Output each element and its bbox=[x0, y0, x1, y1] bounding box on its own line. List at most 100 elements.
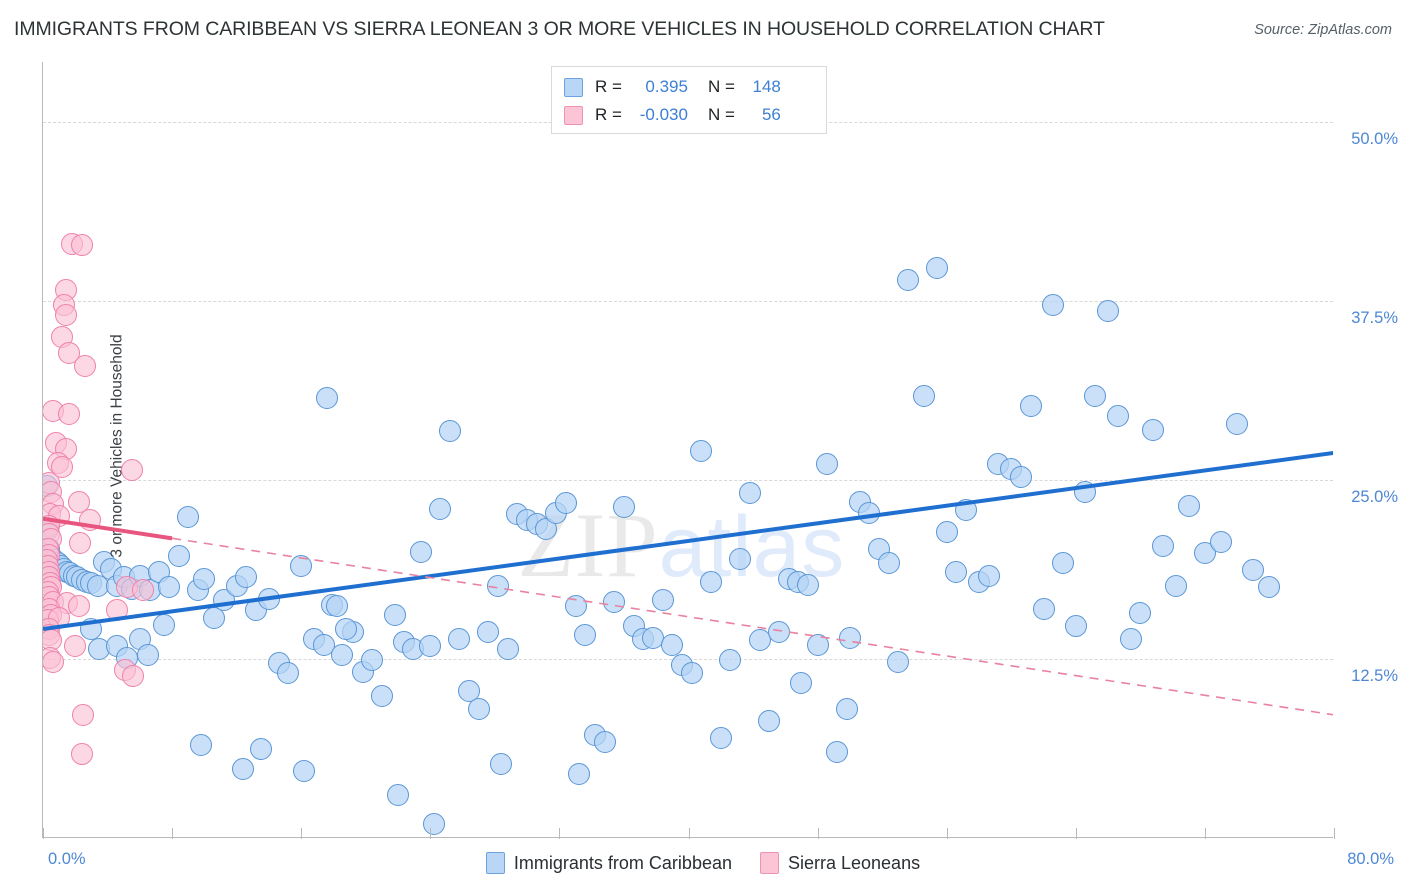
scatter-point bbox=[293, 759, 316, 782]
scatter-point bbox=[496, 638, 519, 660]
scatter-point bbox=[43, 650, 64, 673]
n-value: 148 bbox=[752, 77, 781, 96]
scatter-point bbox=[422, 812, 445, 835]
legend-item-immigrants-from-caribbean[interactable]: Immigrants from Caribbean bbox=[485, 852, 732, 874]
scatter-point bbox=[361, 649, 384, 672]
scatter-point bbox=[316, 387, 339, 410]
stat-swatch-sierra-leonean bbox=[564, 105, 583, 125]
scatter-point bbox=[73, 354, 96, 377]
scatter-point bbox=[1106, 404, 1129, 427]
x-axis-tickmark bbox=[43, 827, 44, 839]
scatter-point bbox=[70, 742, 93, 765]
scatter-point bbox=[790, 672, 813, 695]
x-axis-tickmark bbox=[301, 827, 303, 839]
x-axis-tickmark bbox=[172, 827, 174, 839]
scatter-point bbox=[1019, 394, 1042, 417]
scatter-point bbox=[945, 560, 968, 583]
scatter-point bbox=[290, 554, 313, 577]
scatter-point bbox=[419, 635, 442, 658]
y-axis-tick-label: 37.5% bbox=[1351, 309, 1398, 328]
y-axis-tick-label: 50.0% bbox=[1351, 130, 1398, 149]
x-axis-tickmark bbox=[1204, 827, 1206, 839]
scatter-point bbox=[1032, 597, 1055, 620]
scatter-point bbox=[1258, 576, 1281, 599]
scatter-point bbox=[157, 576, 180, 599]
gridline bbox=[43, 301, 1333, 303]
scatter-point bbox=[1177, 494, 1200, 517]
scatter-point bbox=[335, 617, 358, 640]
scatter-point bbox=[69, 532, 92, 555]
legend-swatch-caribbean bbox=[485, 852, 505, 874]
scatter-point bbox=[700, 570, 723, 593]
scatter-point bbox=[574, 623, 597, 646]
legend-swatch-sierra-leonean bbox=[759, 852, 779, 874]
scatter-point bbox=[383, 603, 406, 626]
scatter-point bbox=[490, 752, 513, 775]
scatter-point bbox=[132, 579, 155, 602]
scatter-point bbox=[438, 420, 461, 443]
scatter-point bbox=[409, 540, 432, 563]
scatter-point bbox=[738, 481, 761, 504]
scatter-point bbox=[467, 698, 490, 721]
x-axis-min-label: 0.0% bbox=[48, 850, 86, 868]
scatter-point bbox=[661, 633, 684, 656]
scatter-point bbox=[167, 544, 190, 567]
legend-item-sierra-leoneans[interactable]: Sierra Leoneans bbox=[759, 852, 920, 874]
scatter-point bbox=[955, 499, 978, 522]
scatter-point bbox=[122, 665, 145, 688]
x-axis-tickmark bbox=[1334, 827, 1335, 839]
scatter-point bbox=[1051, 552, 1074, 575]
scatter-point bbox=[729, 547, 752, 570]
scatter-point bbox=[277, 662, 300, 685]
y-axis-title: 3 or more Vehicles in Household bbox=[108, 334, 126, 558]
scatter-point bbox=[136, 643, 159, 666]
scatter-point bbox=[858, 501, 881, 524]
stat-swatch-caribbean bbox=[564, 77, 583, 97]
watermark-zip: ZIP bbox=[517, 494, 659, 596]
scatter-point bbox=[709, 726, 732, 749]
scatter-point bbox=[235, 566, 258, 589]
scatter-point bbox=[719, 649, 742, 672]
scatter-point bbox=[977, 564, 1000, 587]
n-value: 56 bbox=[761, 105, 781, 124]
x-axis-tickmark bbox=[559, 827, 561, 839]
scatter-point bbox=[835, 698, 858, 721]
scatter-point bbox=[190, 733, 213, 756]
scatter-point bbox=[651, 589, 674, 612]
r-label: R = bbox=[595, 77, 622, 96]
scatter-point bbox=[1042, 294, 1065, 317]
scatter-point bbox=[67, 595, 90, 618]
scatter-point bbox=[1074, 480, 1097, 503]
trendlines-layer bbox=[43, 450, 1333, 716]
x-axis-max-label: 80.0% bbox=[1347, 850, 1394, 868]
x-axis-tickmark bbox=[688, 827, 690, 839]
scatter-point bbox=[54, 304, 77, 327]
scatter-point bbox=[448, 627, 471, 650]
scatter-point bbox=[487, 575, 510, 597]
page-title: IMMIGRANTS FROM CARIBBEAN VS SIERRA LEON… bbox=[14, 18, 1105, 40]
scatter-point bbox=[57, 403, 80, 426]
scatter-point bbox=[193, 567, 216, 590]
scatter-point bbox=[816, 453, 839, 476]
source-attribution: Source: ZipAtlas.com bbox=[1254, 22, 1392, 38]
scatter-point bbox=[564, 595, 587, 618]
scatter-point bbox=[603, 590, 626, 613]
x-axis-tickmark bbox=[430, 827, 432, 839]
scatter-point bbox=[325, 595, 348, 618]
scatter-point bbox=[477, 620, 500, 643]
scatter-point bbox=[796, 573, 819, 596]
scatter-point bbox=[887, 650, 910, 673]
scatter-point bbox=[1164, 575, 1187, 597]
scatter-point bbox=[1142, 418, 1165, 441]
scatter-point bbox=[1242, 559, 1265, 582]
scatter-point bbox=[593, 731, 616, 754]
scatter-point bbox=[57, 341, 80, 364]
scatter-point bbox=[825, 741, 848, 764]
correlation-stat-row: R = -0.030 N = 56 bbox=[564, 101, 816, 129]
scatter-point bbox=[1151, 534, 1174, 557]
scatter-point bbox=[913, 384, 936, 407]
scatter-point bbox=[370, 685, 393, 708]
scatter-point bbox=[758, 709, 781, 732]
scatter-point bbox=[1129, 602, 1152, 625]
